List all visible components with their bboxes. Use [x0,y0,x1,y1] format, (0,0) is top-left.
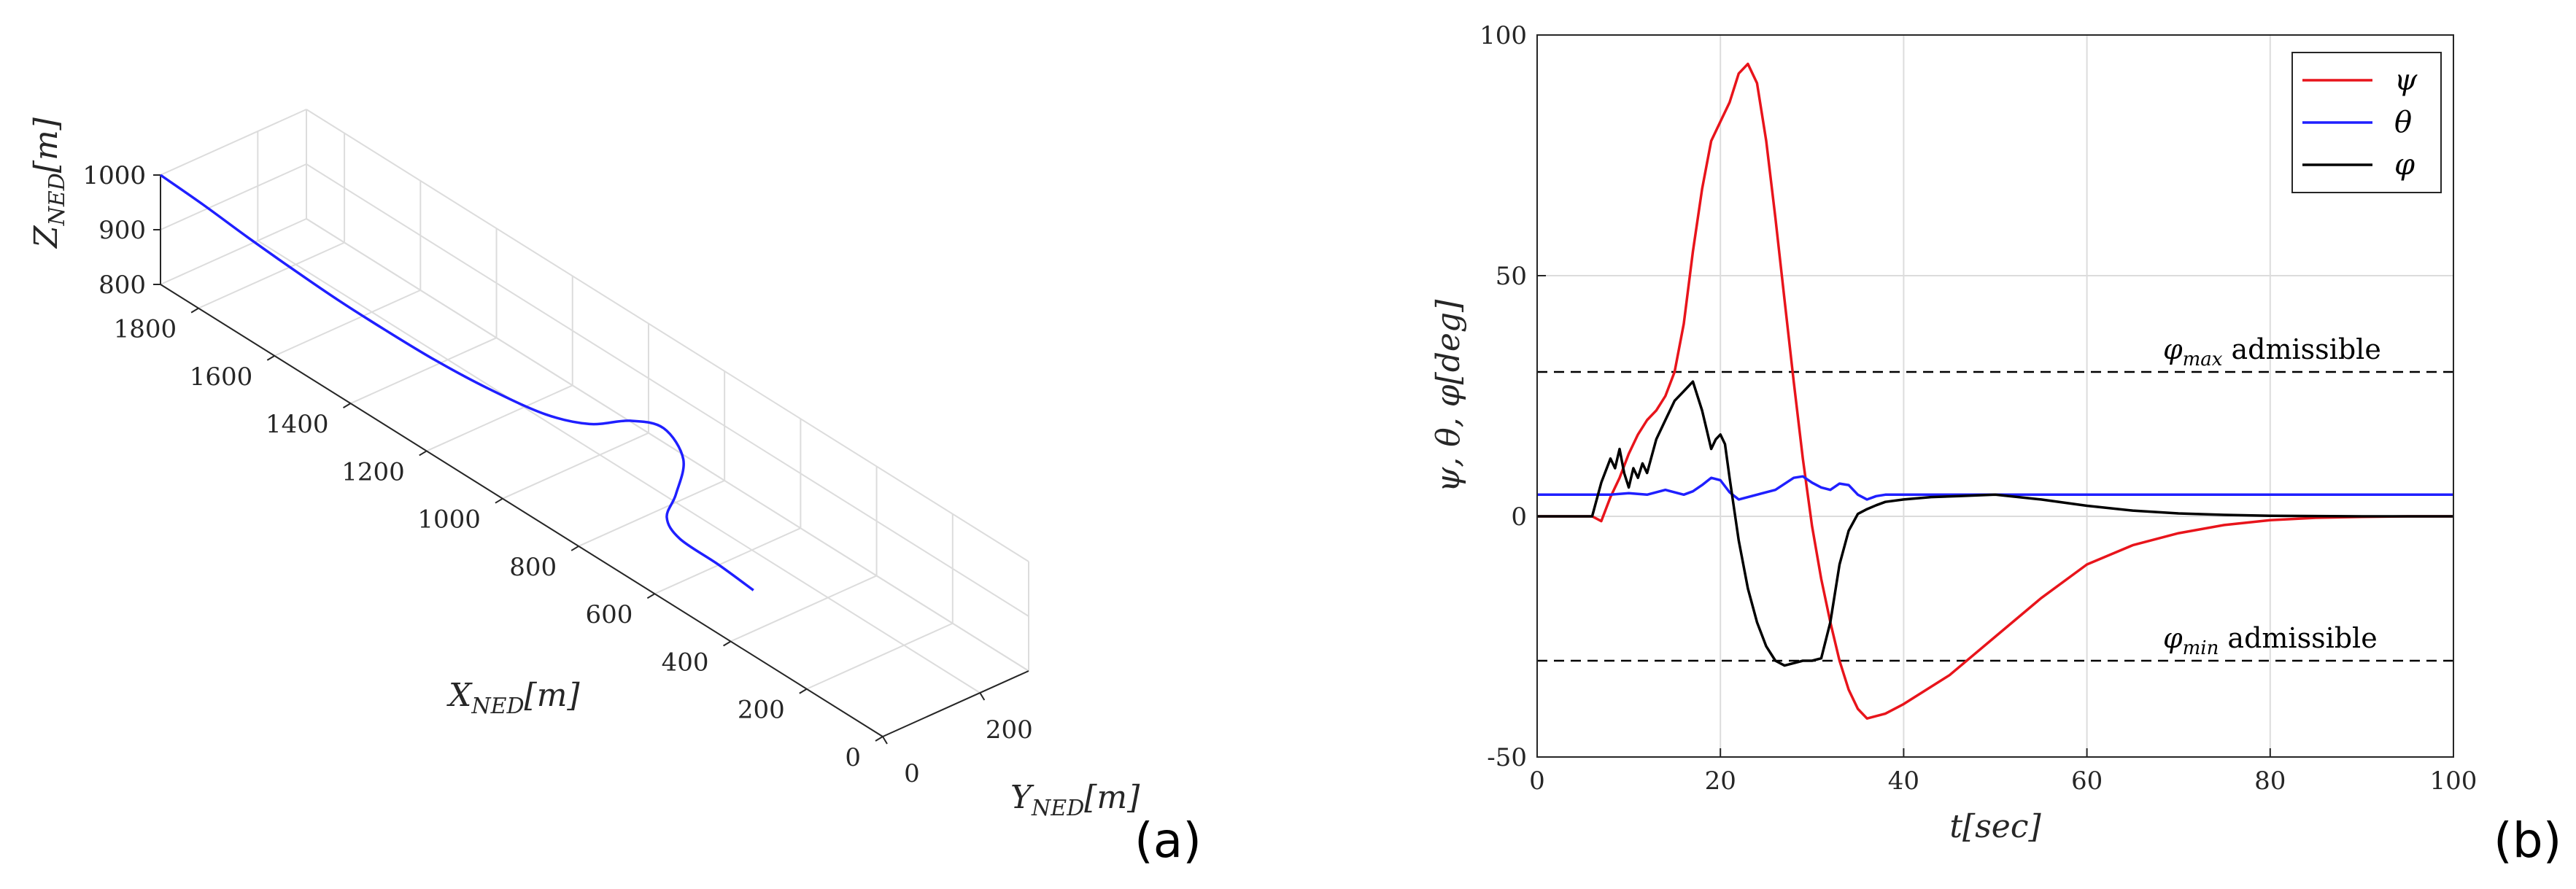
y-tick-label: -50 [1487,743,1527,772]
x-tick-mark [799,688,808,694]
grid-line [730,575,877,643]
legend-label: φ [2394,148,2415,182]
x-tick-label: 800 [509,553,557,582]
grid-line [306,109,1029,562]
x-tick-label: 0 [845,743,861,772]
x-tick-mark [646,593,655,599]
grid-line [306,218,1029,672]
x-tick-label: 20 [1705,766,1736,796]
panel-a-axes [153,174,1029,745]
x-tick-label: 0 [1529,766,1545,796]
panel-a-series [160,174,754,591]
y-tick-label: 200 [986,715,1033,745]
series-line-ψ [1537,62,2453,720]
x-tick-mark [266,355,275,361]
x-tick-label: 40 [1888,766,1919,796]
x-tick-label: 400 [662,648,709,677]
reference-label: φmin admissible [2163,622,2378,659]
legend: ψθφ [2291,52,2442,193]
panel-a-3d-trajectory: 0 200 400 600 800 1000 1200 1400 1600 1800 0 200 800… [28,109,1202,869]
grid-line [578,480,725,547]
grid-line [160,109,307,176]
x-tick-mark [570,546,579,551]
x-axis-line [160,284,883,737]
x-tick-label: 1600 [190,362,253,392]
x-tick-mark [723,640,732,647]
x-tick-label: 60 [2071,766,2103,796]
legend-label: ψ [2394,63,2418,97]
y-tick-mark [979,692,986,701]
x-tick-label: 1800 [114,315,177,344]
panel-a-tick-labels: 0 200 400 600 800 1000 1200 1400 1600 1800 0 200 800… [82,161,1032,788]
x-tick-label: 100 [2430,766,2478,796]
panel-a-grid [160,109,1029,737]
trajectory-line [160,174,754,591]
x-tick-mark [419,450,428,457]
series-line-φ [1537,380,2453,667]
grid-line [350,337,497,405]
grid-line [502,432,649,500]
grid-line [257,240,980,694]
grid-line [306,163,1029,617]
grid-line [426,384,573,452]
panel-b-attitude-plot: φmax admissible φmin admissible 0 20 40 60 80… [1430,21,2561,869]
x-tick-mark [875,736,883,742]
legend-label: θ [2394,106,2412,139]
y-tick-mark [882,736,888,745]
panel-label-b: (b) [2494,812,2561,869]
grid-line [160,163,307,230]
x-tick-label: 600 [585,600,633,629]
y-tick-label: 100 [1480,21,1527,50]
grid-line [806,622,954,690]
grid-line [274,289,421,357]
x-tick-label: 1400 [266,410,329,439]
z-tick-label: 800 [98,271,146,300]
y-axis-label-angles: ψ, θ, φ[deg] [1430,299,1467,492]
y-tick-label: 0 [904,759,920,788]
x-tick-mark [495,497,503,504]
x-axis-label-time: t[sec] [1949,808,2041,845]
y-axis-label: YNED[m] [1010,779,1140,821]
x-axis-label: XNED[m] [446,677,580,719]
z-axis-label: ZNED[m] [28,117,70,249]
x-tick-label: 200 [738,696,785,725]
grid-line [160,218,307,285]
z-tick-label: 1000 [82,161,146,190]
panel-b-frame [1536,34,2454,758]
x-tick-label: 1200 [341,457,405,486]
grid-line [198,241,345,309]
y-tick-label: 50 [1496,262,1527,291]
y-tick-label: 0 [1511,502,1527,532]
z-tick-label: 1000 [82,161,146,190]
reference-label: φmax admissible [2163,333,2381,370]
x-tick-mark [190,307,199,314]
z-tick-label: 900 [98,216,146,245]
series-line-θ [1537,475,2453,501]
y-axis-line [882,670,1029,737]
grid-line [654,527,801,595]
panel-label-a: (a) [1134,812,1202,869]
x-tick-label: 1000 [417,505,481,535]
panel-b-series [1537,62,2453,720]
x-tick-label: 80 [2254,766,2286,796]
x-tick-mark [343,403,352,409]
panel-b-reference-lines: φmax admissible φmin admissible [1537,333,2453,662]
